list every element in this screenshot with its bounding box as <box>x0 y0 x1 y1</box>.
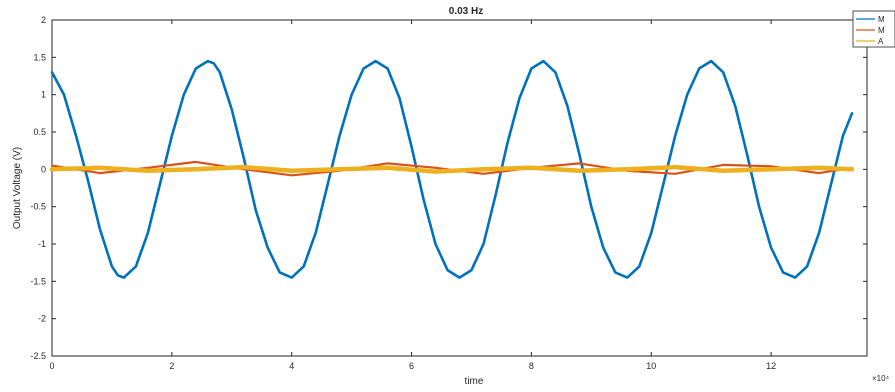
y-tick-label: -2.5 <box>30 351 46 361</box>
x-tick-label: 6 <box>409 361 414 371</box>
x-tick-label: 12 <box>766 361 776 371</box>
y-tick-label: 0.5 <box>33 127 46 137</box>
chart-title: 0.03 Hz <box>449 6 483 17</box>
plot-area <box>51 19 868 357</box>
x-tick-label: 10 <box>646 361 656 371</box>
x-tick-label: 2 <box>169 361 174 371</box>
series-line-2 <box>49 164 855 174</box>
series-layer <box>49 59 855 279</box>
x-tick-label: 8 <box>529 361 534 371</box>
legend-label: A <box>878 37 884 46</box>
x-axis-ticks: 0 2 4 6 8 10 12 <box>49 20 776 371</box>
legend-label: M <box>878 15 885 24</box>
legend-label: M <box>878 26 885 35</box>
y-axis-label: Output Voltage (V) <box>12 147 23 229</box>
y-tick-label: -0.5 <box>30 202 46 212</box>
legend: MMA <box>852 10 895 48</box>
y-tick-label: 2 <box>41 15 46 25</box>
y-tick-label: -2 <box>38 314 46 324</box>
y-tick-label: 1 <box>41 90 46 100</box>
y-tick-label: -1.5 <box>30 276 46 286</box>
y-tick-label: 1.5 <box>33 52 46 62</box>
x-axis-label: time <box>465 376 484 387</box>
series-line-0 <box>50 59 854 279</box>
y-tick-label: -1 <box>38 239 46 249</box>
x-axis-multiplier: ×10⁴ <box>872 374 890 383</box>
y-tick-label: 0 <box>41 164 46 174</box>
x-tick-label: 0 <box>49 361 54 371</box>
x-tick-label: 4 <box>289 361 294 371</box>
y-axis-ticks: -2.5 -2 -1.5 -1 -0.5 0 0.5 1 1.5 2 <box>30 15 867 361</box>
